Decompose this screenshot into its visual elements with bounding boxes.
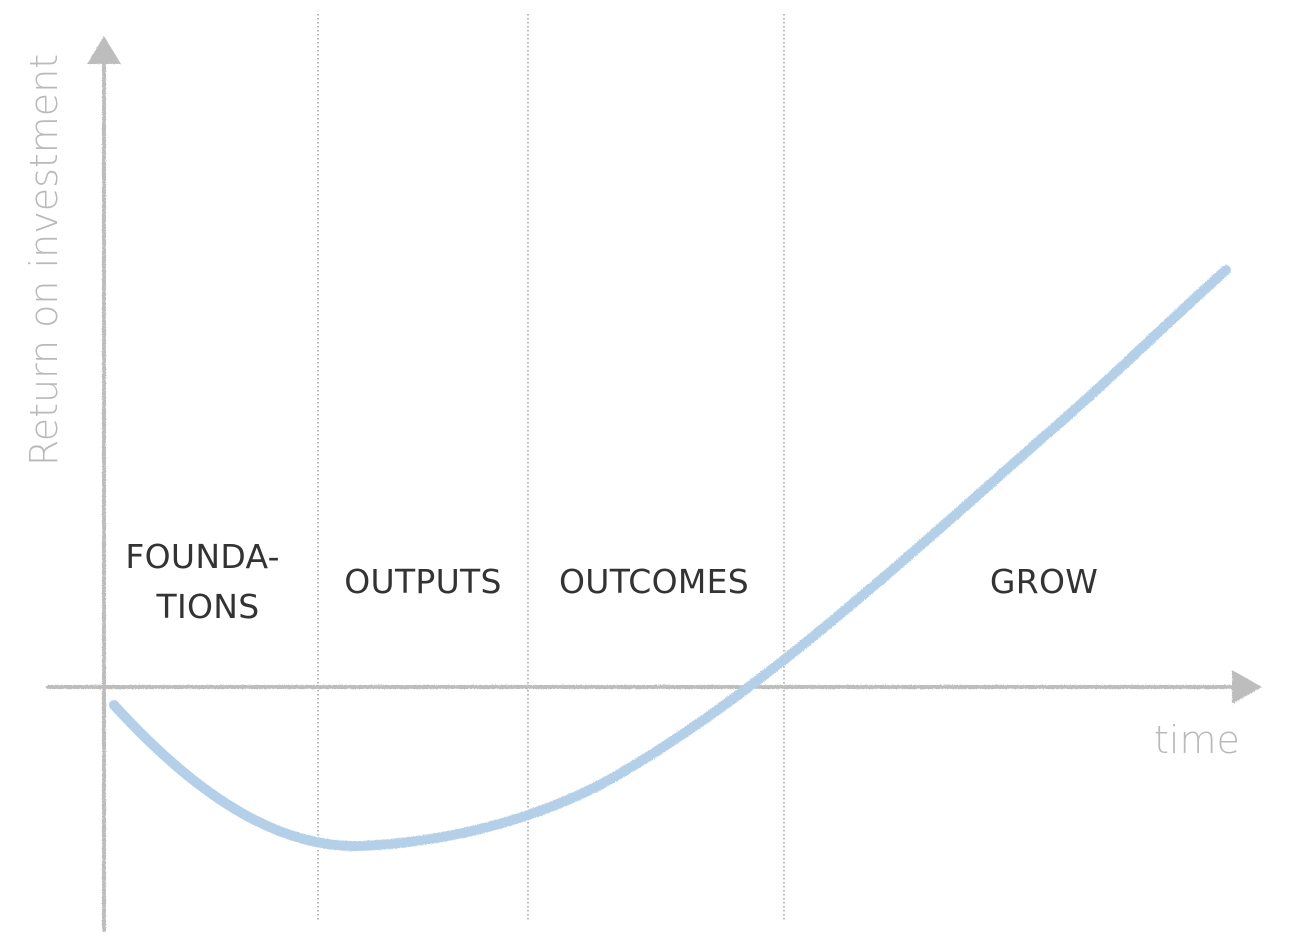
phase-label-foundations-line-1: FOUNDA- [125, 537, 279, 576]
phase-label-outcomes: OUTCOMES [559, 562, 749, 601]
y-axis-label: Return on investment [22, 54, 66, 466]
phase-label-outcomes-line-1: OUTCOMES [559, 562, 749, 601]
phase-label-foundations-line-2: TIONS [156, 587, 260, 626]
x-axis-arrow-icon [1232, 670, 1262, 704]
x-axis-label: time [1154, 718, 1240, 762]
phase-label-grow-line-1: GROW [990, 562, 1098, 601]
phase-label-outputs-line-1: OUTPUTS [344, 562, 502, 601]
x-axis [46, 670, 1262, 704]
roi-curve [109, 265, 1231, 852]
phase-label-foundations: FOUNDA- TIONS [125, 537, 290, 626]
phase-label-outputs: OUTPUTS [344, 562, 502, 601]
phase-label-grow: GROW [990, 562, 1098, 601]
y-axis-arrow-icon [87, 36, 121, 64]
y-axis [87, 36, 121, 932]
